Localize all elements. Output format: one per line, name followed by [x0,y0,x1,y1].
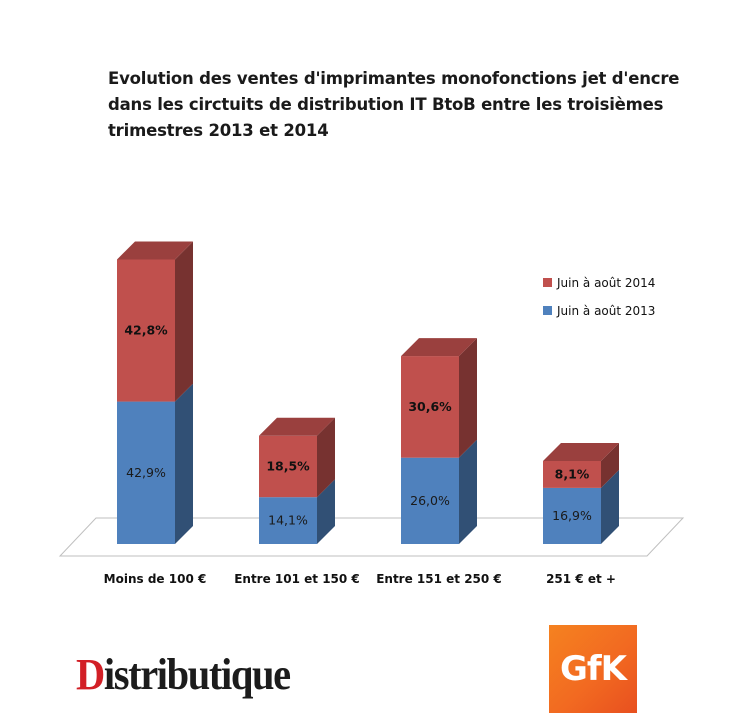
bar-side [317,417,335,498]
bar-front [401,457,459,544]
floor-plane [58,517,685,557]
bar-side [459,439,477,544]
bar-front [117,401,175,544]
bar-top [543,443,619,461]
bar-side [175,241,193,402]
bar-top [259,417,335,436]
data-label: 14,1% [268,513,308,528]
category-label: Entre 101 et 150 € [234,572,360,586]
bar-segment [401,338,477,458]
legend-label: Juin à août 2014 [556,276,655,290]
data-label: 30,6% [408,399,452,414]
legend-item: Juin à août 2014 [543,276,655,290]
chart-title: Evolution des ventes d'imprimantes monof… [108,69,680,140]
bar-segment [401,439,477,544]
legend-swatch [543,278,552,287]
bar-side [601,469,619,544]
data-label: 26,0% [410,493,450,508]
bar-side [175,383,193,544]
category-label: Moins de 100 € [104,572,207,586]
bar-side [601,443,619,488]
bar-segment [259,417,335,498]
bar-side [459,338,477,458]
data-label: 18,5% [266,458,310,473]
bar-top [401,338,477,357]
bar-front [259,435,317,498]
bars-group [117,241,619,544]
distributique-logo: Distributique [76,640,291,710]
bar-front [543,487,601,544]
legend-swatch [543,306,552,315]
data-label: 8,1% [555,466,590,481]
gfk-logo: GfK [549,625,637,713]
bar-top [117,241,193,260]
distributique-logo-initial: D [76,650,105,699]
category-labels: Moins de 100 € Entre 101 et 150 € Entre 15… [104,572,616,586]
category-label: Entre 151 et 250 € [376,572,502,586]
distributique-logo-rest: istributique [103,650,291,699]
legend-item: Juin à août 2013 [543,304,655,318]
bar-side [317,479,335,544]
value-labels: 42,9% 42,8% 14,1% 18,5% 26,0% 30,6% 16,9% 8,1% [124,323,592,528]
bar-segment [117,383,193,544]
bar-front [401,356,459,458]
bar-front [117,259,175,402]
bar-segment [543,469,619,544]
category-label: 251 € et + [546,572,616,586]
legend-label: Juin à août 2013 [556,304,655,318]
bar-segment [259,479,335,544]
bar-segment [117,241,193,402]
bar-front [259,497,317,544]
data-label: 16,9% [552,508,592,523]
chart-floor [58,517,685,557]
data-label: 42,9% [126,465,166,480]
bar-front [543,461,601,488]
legend: Juin à août 2014 Juin à août 2013 [543,276,655,318]
bar-segment [543,443,619,488]
data-label: 42,8% [124,323,168,338]
